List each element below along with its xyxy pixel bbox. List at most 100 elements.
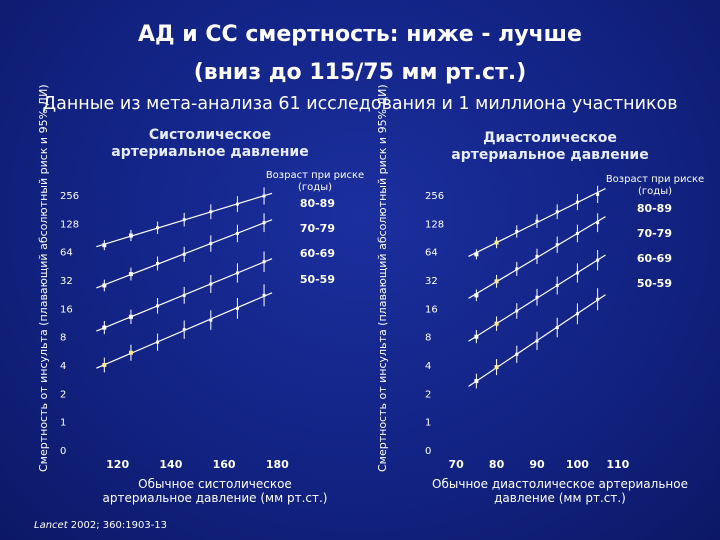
systolic-point-70-79-135	[156, 261, 160, 265]
diastolic-point-60-69-85	[515, 309, 519, 313]
systolic-point-70-79-175	[262, 221, 266, 225]
diastolic-point-80-89-85	[515, 229, 519, 233]
systolic-point-80-89-135	[156, 226, 160, 230]
diastolic-trend-50-59	[468, 294, 606, 387]
diastolic-point-80-89-80	[494, 240, 499, 245]
systolic-point-70-79-145	[182, 252, 186, 256]
systolic-point-80-89-125	[128, 233, 133, 238]
systolic-x-tick-180: 180	[266, 458, 289, 471]
diastolic-point-80-89-95	[555, 210, 559, 214]
diastolic-point-70-79-105	[596, 221, 600, 225]
systolic-x-tick-160: 160	[213, 458, 236, 471]
diastolic-x-axis-label: Обычное диастолическое артериальное давл…	[432, 477, 688, 505]
systolic-point-50-59-165	[235, 306, 239, 310]
diastolic-legend-title: Возраст при риске (годы)	[605, 174, 705, 197]
systolic-point-80-89-115	[102, 243, 107, 248]
diastolic-x-tick-90: 90	[529, 458, 545, 471]
systolic-point-50-59-135	[156, 340, 160, 344]
diastolic-y-tick-8: 8	[425, 333, 431, 344]
slide-subtitle: Данные из мета-анализа 61 исследования и…	[42, 94, 678, 114]
diastolic-point-60-69-75	[474, 334, 479, 339]
systolic-series-label-80-89: 80-89	[300, 197, 335, 210]
systolic-point-70-79-155	[209, 242, 213, 246]
diastolic-x-tick-110: 110	[606, 458, 629, 471]
citation: Lancet 2002; 360:1903-13	[34, 520, 167, 531]
systolic-point-70-79-165	[235, 231, 239, 235]
systolic-point-70-79-125	[128, 272, 133, 277]
diastolic-series-label-70-79: 70-79	[637, 227, 672, 240]
systolic-trend-50-59	[96, 292, 273, 369]
slide-title-line1: АД и СС смертность: ниже - лучше	[138, 22, 582, 47]
diastolic-point-70-79-80	[494, 279, 499, 284]
citation-reference: 2002; 360:1903-13	[67, 520, 168, 531]
systolic-point-50-59-145	[182, 328, 186, 332]
diastolic-x-tick-100: 100	[566, 458, 589, 471]
systolic-trend-60-69	[96, 258, 273, 332]
systolic-point-50-59-175	[262, 293, 266, 297]
diastolic-trend-70-79	[468, 216, 606, 299]
diastolic-point-60-69-100	[575, 271, 579, 275]
systolic-trend-80-89	[96, 192, 273, 248]
diastolic-point-50-59-85	[515, 352, 519, 356]
systolic-x-tick-120: 120	[106, 458, 129, 471]
systolic-series-label-50-59: 50-59	[300, 273, 335, 286]
systolic-point-60-69-135	[156, 304, 160, 308]
systolic-point-80-89-165	[235, 202, 239, 206]
systolic-series-label-70-79: 70-79	[300, 222, 335, 235]
diastolic-point-70-79-85	[515, 267, 519, 271]
diastolic-trend-80-89	[468, 188, 606, 257]
diastolic-point-80-89-100	[575, 200, 579, 204]
diastolic-series-label-60-69: 60-69	[637, 252, 672, 265]
diastolic-x-tick-70: 70	[449, 458, 465, 471]
diastolic-series-label-80-89: 80-89	[637, 202, 672, 215]
diastolic-point-50-59-80	[494, 365, 499, 370]
diastolic-y-tick-2: 2	[425, 389, 431, 400]
diastolic-point-60-69-105	[596, 258, 600, 262]
diastolic-trend-60-69	[468, 254, 606, 342]
diastolic-point-60-69-80	[494, 321, 499, 326]
systolic-trend-70-79	[96, 219, 273, 289]
diastolic-y-axis-label: Смертность от инсульта (плавающий абсолю…	[376, 84, 389, 472]
diastolic-y-tick-128: 128	[425, 219, 444, 230]
diastolic-point-70-79-75	[474, 293, 479, 298]
systolic-series-label-60-69: 60-69	[300, 247, 335, 260]
systolic-point-60-69-155	[209, 282, 213, 286]
systolic-point-60-69-165	[235, 271, 239, 275]
diastolic-point-70-79-95	[555, 243, 559, 247]
systolic-x-tick-140: 140	[159, 458, 182, 471]
systolic-point-50-59-125	[128, 350, 133, 355]
systolic-point-60-69-115	[102, 325, 107, 330]
diastolic-point-60-69-95	[555, 283, 559, 287]
diastolic-y-tick-16: 16	[425, 304, 438, 315]
systolic-y-axis-label: Смертность от инсульта (плавающий абсолю…	[37, 84, 50, 472]
diastolic-point-50-59-100	[575, 312, 579, 316]
systolic-point-80-89-145	[182, 218, 186, 222]
diastolic-y-tick-64: 64	[425, 248, 438, 259]
systolic-point-80-89-175	[262, 194, 266, 198]
diastolic-y-tick-1: 1	[425, 418, 431, 429]
diastolic-point-50-59-95	[555, 326, 559, 330]
diastolic-panel-title: Диастолическое артериальное давление	[451, 130, 649, 163]
systolic-point-50-59-115	[102, 363, 107, 367]
diastolic-point-50-59-75	[474, 379, 479, 384]
systolic-panel-title: Систолическое артериальное давление	[111, 127, 309, 160]
diastolic-y-tick-4: 4	[425, 361, 431, 372]
diastolic-point-70-79-90	[535, 254, 539, 258]
diastolic-y-tick-256: 256	[425, 191, 444, 202]
systolic-point-70-79-115	[102, 283, 107, 288]
systolic-point-60-69-175	[262, 260, 266, 264]
diastolic-point-50-59-90	[535, 339, 539, 343]
diastolic-point-80-89-90	[535, 219, 539, 223]
systolic-point-50-59-155	[209, 318, 213, 322]
diastolic-point-50-59-105	[596, 297, 600, 301]
systolic-point-80-89-155	[209, 210, 213, 214]
slide-title-line2: (вниз до 115/75 мм рт.ст.)	[193, 60, 527, 85]
diastolic-point-60-69-90	[535, 295, 539, 299]
diastolic-y-tick-0: 0	[425, 446, 431, 457]
diastolic-y-tick-32: 32	[425, 276, 438, 287]
diastolic-point-70-79-100	[575, 231, 579, 235]
diastolic-point-80-89-75	[474, 252, 479, 257]
systolic-x-axis-label: Обычное систолическое артериальное давле…	[102, 477, 328, 505]
diastolic-x-tick-80: 80	[489, 458, 505, 471]
diastolic-series-label-50-59: 50-59	[637, 277, 672, 290]
